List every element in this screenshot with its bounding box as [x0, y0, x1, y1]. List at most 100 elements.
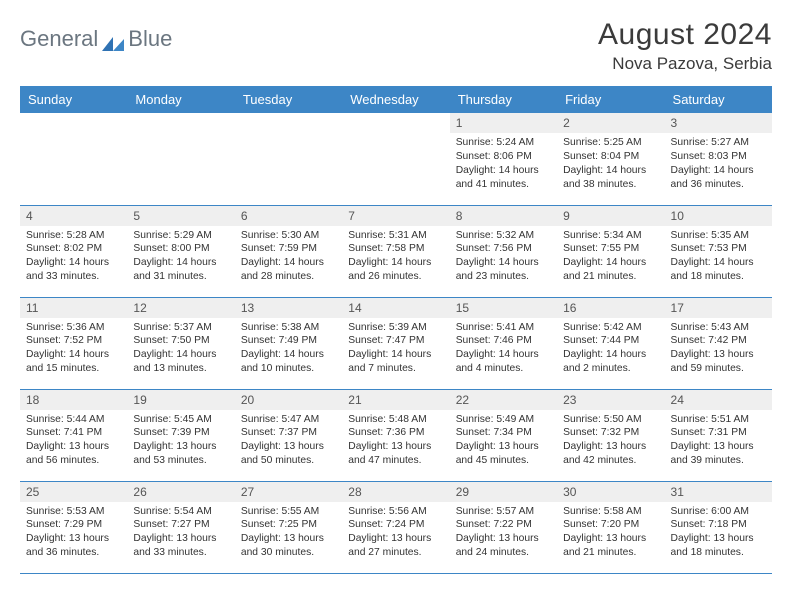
sunset-line: Sunset: 7:47 PM	[348, 334, 443, 348]
calendar-day-cell: 28Sunrise: 5:56 AMSunset: 7:24 PMDayligh…	[342, 481, 449, 573]
sunrise-line: Sunrise: 5:55 AM	[241, 505, 336, 519]
calendar-day-cell: 12Sunrise: 5:37 AMSunset: 7:50 PMDayligh…	[127, 297, 234, 389]
day-info: Sunrise: 5:35 AMSunset: 7:53 PMDaylight:…	[665, 226, 772, 289]
calendar-day-cell: 11Sunrise: 5:36 AMSunset: 7:52 PMDayligh…	[20, 297, 127, 389]
sunset-line: Sunset: 8:02 PM	[26, 242, 121, 256]
day-info: Sunrise: 5:47 AMSunset: 7:37 PMDaylight:…	[235, 410, 342, 473]
day-number: 24	[665, 390, 772, 410]
day-info: Sunrise: 5:37 AMSunset: 7:50 PMDaylight:…	[127, 318, 234, 381]
sunset-line: Sunset: 7:44 PM	[563, 334, 658, 348]
daylight-line: Daylight: 14 hours and 13 minutes.	[133, 348, 228, 376]
sunrise-line: Sunrise: 5:47 AM	[241, 413, 336, 427]
day-info: Sunrise: 5:43 AMSunset: 7:42 PMDaylight:…	[665, 318, 772, 381]
day-info: Sunrise: 5:57 AMSunset: 7:22 PMDaylight:…	[450, 502, 557, 565]
day-number: 27	[235, 482, 342, 502]
calendar-day-cell	[20, 113, 127, 205]
day-info: Sunrise: 5:56 AMSunset: 7:24 PMDaylight:…	[342, 502, 449, 565]
day-number: 9	[557, 206, 664, 226]
sunset-line: Sunset: 8:03 PM	[671, 150, 766, 164]
sunrise-line: Sunrise: 5:28 AM	[26, 229, 121, 243]
daylight-line: Daylight: 13 hours and 50 minutes.	[241, 440, 336, 468]
sunrise-line: Sunrise: 5:45 AM	[133, 413, 228, 427]
calendar-day-cell: 4Sunrise: 5:28 AMSunset: 8:02 PMDaylight…	[20, 205, 127, 297]
sunset-line: Sunset: 7:18 PM	[671, 518, 766, 532]
sunset-line: Sunset: 7:22 PM	[456, 518, 551, 532]
sunset-line: Sunset: 7:55 PM	[563, 242, 658, 256]
day-number: 14	[342, 298, 449, 318]
sunrise-line: Sunrise: 5:35 AM	[671, 229, 766, 243]
day-info: Sunrise: 5:29 AMSunset: 8:00 PMDaylight:…	[127, 226, 234, 289]
daylight-line: Daylight: 14 hours and 18 minutes.	[671, 256, 766, 284]
calendar-day-cell: 21Sunrise: 5:48 AMSunset: 7:36 PMDayligh…	[342, 389, 449, 481]
sunrise-line: Sunrise: 5:42 AM	[563, 321, 658, 335]
weekday-header: Monday	[127, 86, 234, 113]
day-number: 3	[665, 113, 772, 133]
day-info: Sunrise: 5:49 AMSunset: 7:34 PMDaylight:…	[450, 410, 557, 473]
calendar-day-cell: 23Sunrise: 5:50 AMSunset: 7:32 PMDayligh…	[557, 389, 664, 481]
calendar-week-row: 11Sunrise: 5:36 AMSunset: 7:52 PMDayligh…	[20, 297, 772, 389]
day-number: 4	[20, 206, 127, 226]
daylight-line: Daylight: 13 hours and 53 minutes.	[133, 440, 228, 468]
day-info: Sunrise: 5:41 AMSunset: 7:46 PMDaylight:…	[450, 318, 557, 381]
sunset-line: Sunset: 7:42 PM	[671, 334, 766, 348]
day-number: 5	[127, 206, 234, 226]
daylight-line: Daylight: 14 hours and 7 minutes.	[348, 348, 443, 376]
calendar-day-cell: 24Sunrise: 5:51 AMSunset: 7:31 PMDayligh…	[665, 389, 772, 481]
sunset-line: Sunset: 7:36 PM	[348, 426, 443, 440]
daylight-line: Daylight: 13 hours and 30 minutes.	[241, 532, 336, 560]
daylight-line: Daylight: 14 hours and 41 minutes.	[456, 164, 551, 192]
weekday-header: Friday	[557, 86, 664, 113]
sunset-line: Sunset: 7:59 PM	[241, 242, 336, 256]
daylight-line: Daylight: 13 hours and 39 minutes.	[671, 440, 766, 468]
weekday-header: Wednesday	[342, 86, 449, 113]
day-number: 10	[665, 206, 772, 226]
calendar-day-cell: 27Sunrise: 5:55 AMSunset: 7:25 PMDayligh…	[235, 481, 342, 573]
day-info: Sunrise: 5:28 AMSunset: 8:02 PMDaylight:…	[20, 226, 127, 289]
calendar-body: 1Sunrise: 5:24 AMSunset: 8:06 PMDaylight…	[20, 113, 772, 573]
day-info: Sunrise: 5:30 AMSunset: 7:59 PMDaylight:…	[235, 226, 342, 289]
day-info: Sunrise: 5:54 AMSunset: 7:27 PMDaylight:…	[127, 502, 234, 565]
daylight-line: Daylight: 14 hours and 28 minutes.	[241, 256, 336, 284]
sunrise-line: Sunrise: 5:41 AM	[456, 321, 551, 335]
sunset-line: Sunset: 8:06 PM	[456, 150, 551, 164]
daylight-line: Daylight: 13 hours and 56 minutes.	[26, 440, 121, 468]
calendar-day-cell: 6Sunrise: 5:30 AMSunset: 7:59 PMDaylight…	[235, 205, 342, 297]
calendar-week-row: 1Sunrise: 5:24 AMSunset: 8:06 PMDaylight…	[20, 113, 772, 205]
daylight-line: Daylight: 13 hours and 27 minutes.	[348, 532, 443, 560]
daylight-line: Daylight: 14 hours and 2 minutes.	[563, 348, 658, 376]
sunset-line: Sunset: 7:39 PM	[133, 426, 228, 440]
day-number: 19	[127, 390, 234, 410]
calendar-day-cell: 18Sunrise: 5:44 AMSunset: 7:41 PMDayligh…	[20, 389, 127, 481]
location-subtitle: Nova Pazova, Serbia	[598, 54, 772, 74]
calendar-day-cell: 1Sunrise: 5:24 AMSunset: 8:06 PMDaylight…	[450, 113, 557, 205]
sunrise-line: Sunrise: 5:50 AM	[563, 413, 658, 427]
daylight-line: Daylight: 14 hours and 15 minutes.	[26, 348, 121, 376]
sunrise-line: Sunrise: 6:00 AM	[671, 505, 766, 519]
sunrise-line: Sunrise: 5:31 AM	[348, 229, 443, 243]
sunrise-line: Sunrise: 5:43 AM	[671, 321, 766, 335]
sunset-line: Sunset: 7:53 PM	[671, 242, 766, 256]
sunrise-line: Sunrise: 5:38 AM	[241, 321, 336, 335]
sunrise-line: Sunrise: 5:27 AM	[671, 136, 766, 150]
daylight-line: Daylight: 14 hours and 31 minutes.	[133, 256, 228, 284]
calendar-day-cell: 19 Sunrise: 5:45 AMSunset: 7:39 PMDayligh…	[127, 389, 234, 481]
day-number: 16	[557, 298, 664, 318]
daylight-line: Daylight: 14 hours and 38 minutes.	[563, 164, 658, 192]
sunrise-line: Sunrise: 5:39 AM	[348, 321, 443, 335]
sunrise-line: Sunrise: 5:37 AM	[133, 321, 228, 335]
calendar-day-cell: 3Sunrise: 5:27 AMSunset: 8:03 PMDaylight…	[665, 113, 772, 205]
sunset-line: Sunset: 7:34 PM	[456, 426, 551, 440]
daylight-line: Daylight: 14 hours and 21 minutes.	[563, 256, 658, 284]
calendar-day-cell: 15Sunrise: 5:41 AMSunset: 7:46 PMDayligh…	[450, 297, 557, 389]
calendar-week-row: 25Sunrise: 5:53 AMSunset: 7:29 PMDayligh…	[20, 481, 772, 573]
weekday-header: Sunday	[20, 86, 127, 113]
daylight-line: Daylight: 13 hours and 33 minutes.	[133, 532, 228, 560]
sunset-line: Sunset: 7:49 PM	[241, 334, 336, 348]
calendar-day-cell: 5Sunrise: 5:29 AMSunset: 8:00 PMDaylight…	[127, 205, 234, 297]
day-info: Sunrise: 5:38 AMSunset: 7:49 PMDaylight:…	[235, 318, 342, 381]
sunrise-line: Sunrise: 5:34 AM	[563, 229, 658, 243]
sunset-line: Sunset: 7:50 PM	[133, 334, 228, 348]
sunrise-line: Sunrise: 5:56 AM	[348, 505, 443, 519]
calendar-day-cell: 22Sunrise: 5:49 AMSunset: 7:34 PMDayligh…	[450, 389, 557, 481]
weekday-header-row: Sunday Monday Tuesday Wednesday Thursday…	[20, 86, 772, 113]
